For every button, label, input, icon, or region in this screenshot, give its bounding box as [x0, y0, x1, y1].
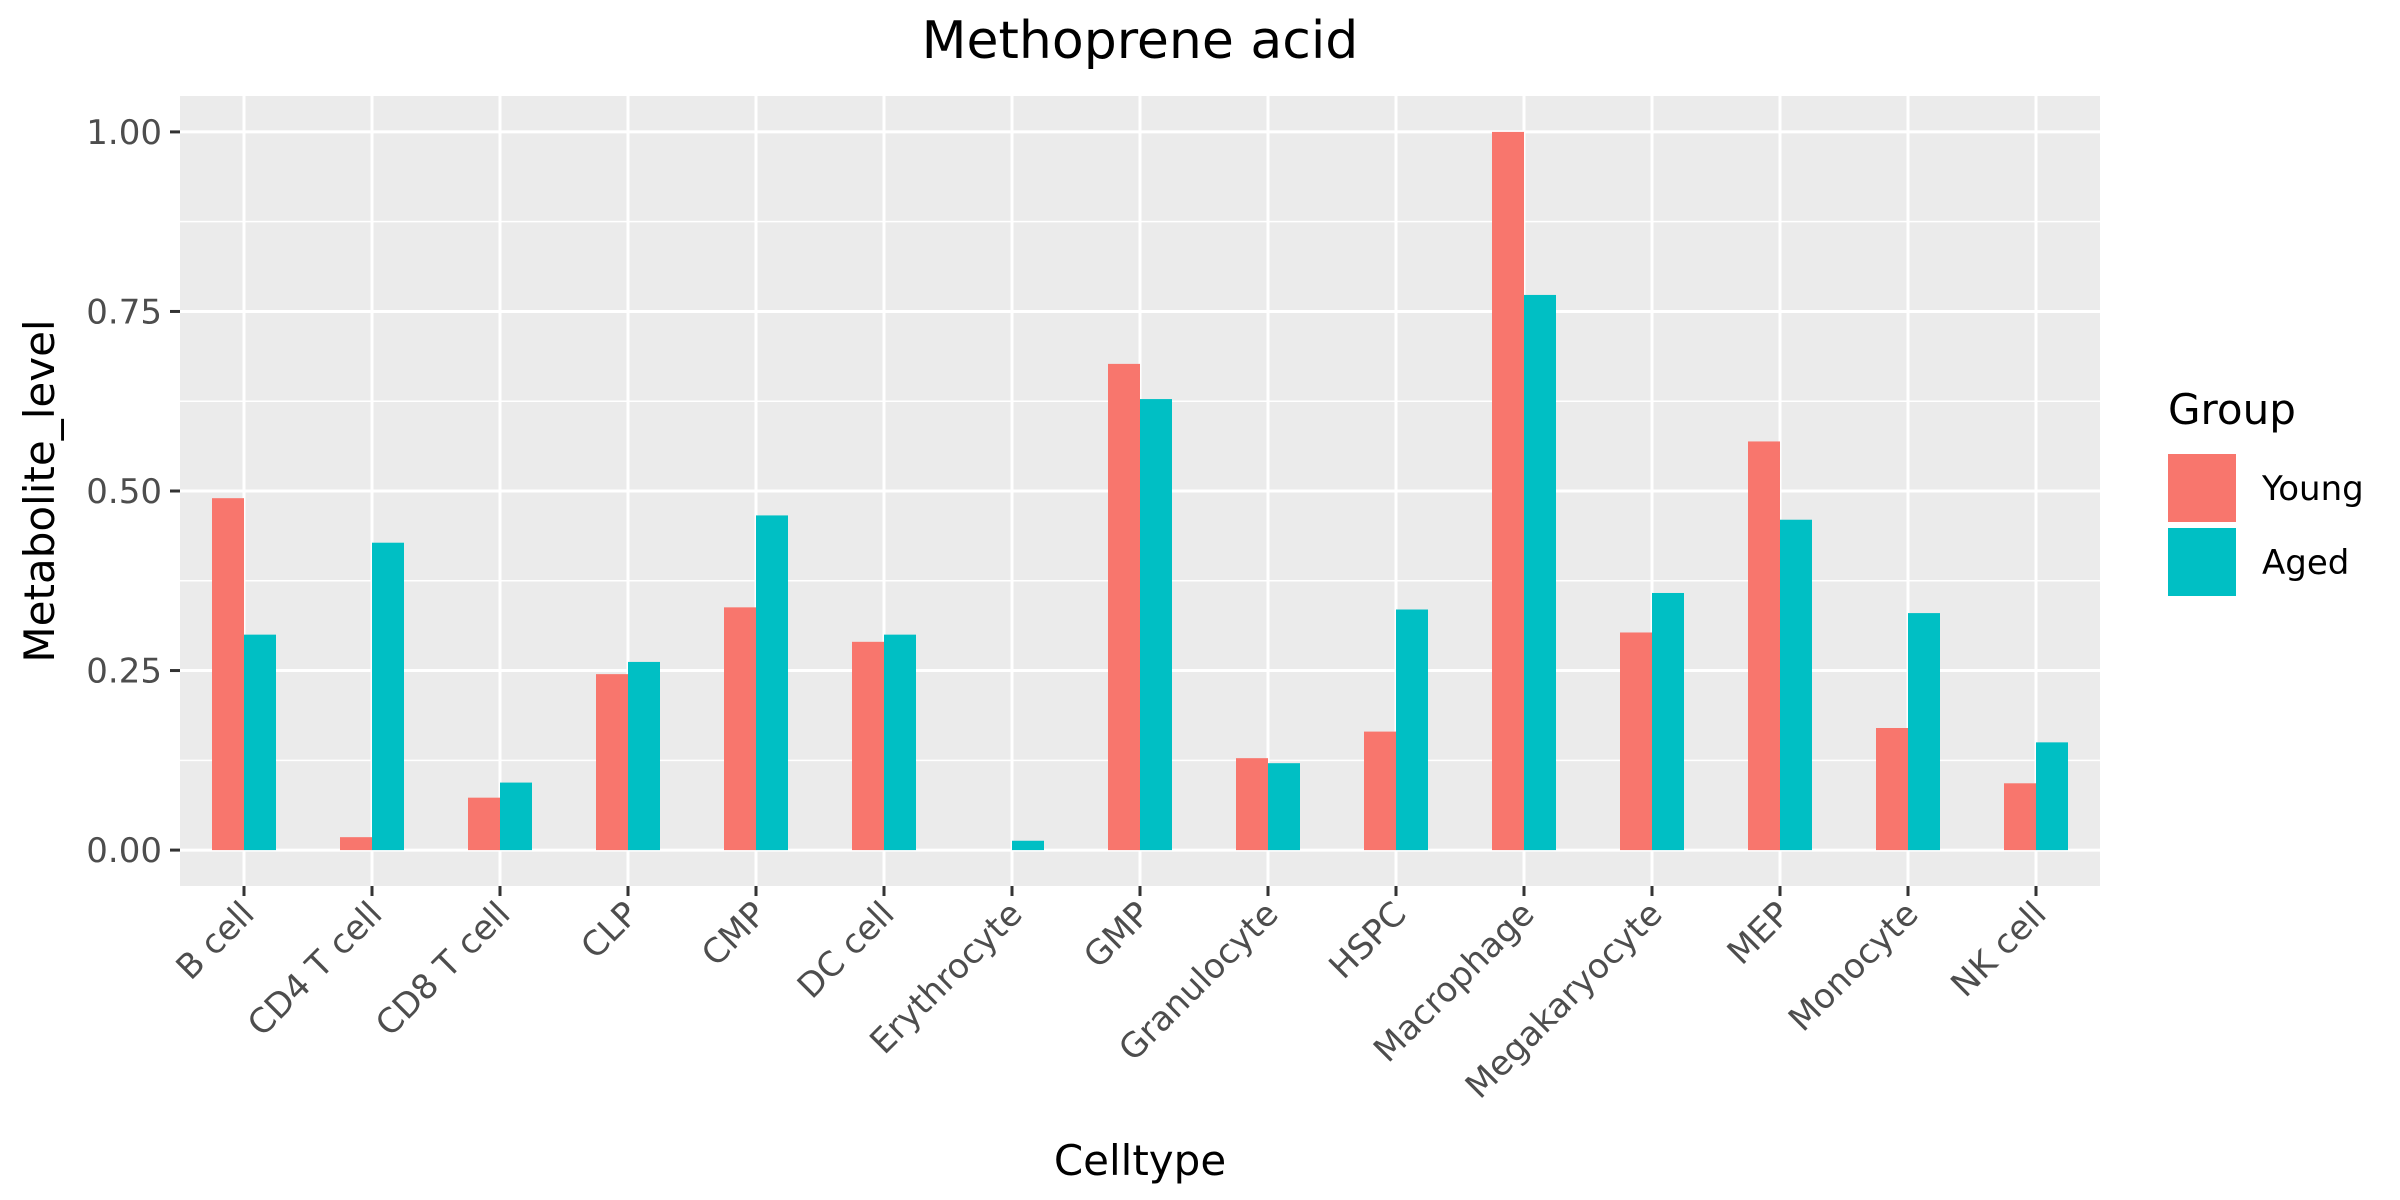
bar-aged	[1908, 613, 1940, 851]
bar-aged	[500, 782, 532, 851]
y-tick-label: 0.25	[86, 652, 162, 692]
legend-title: Group	[2168, 385, 2296, 434]
bar-young	[1108, 363, 1140, 851]
legend: Group Young Aged	[2168, 385, 2364, 596]
y-tick-label: 0.00	[86, 831, 162, 871]
bar-aged	[372, 542, 404, 851]
bar-aged	[628, 661, 660, 851]
x-tick-label: CLP	[573, 894, 646, 967]
x-tick-label: DC cell	[790, 894, 903, 1007]
y-tick-label: 1.00	[86, 113, 162, 153]
bar-aged	[1652, 592, 1684, 851]
bar-aged	[1012, 840, 1044, 851]
chart-title: Methoprene acid	[922, 11, 1359, 71]
x-tick-label: GMP	[1076, 894, 1158, 976]
x-tick-label: MEP	[1720, 894, 1799, 973]
y-tick-label: 0.75	[86, 292, 162, 332]
x-tick-label: CMP	[694, 894, 774, 974]
x-tick-label: CD4 T cell	[240, 894, 390, 1044]
x-tick-label: Monocyte	[1781, 894, 1926, 1039]
bar-aged	[1524, 294, 1556, 851]
x-tick-label: CD8 T cell	[368, 894, 518, 1044]
bar-young	[724, 607, 756, 851]
legend-label-aged: Aged	[2262, 543, 2349, 583]
bar-young	[468, 797, 500, 851]
legend-key-aged	[2168, 528, 2236, 596]
bar-young	[1364, 731, 1396, 851]
x-axis-title: Celltype	[1054, 1136, 1226, 1185]
bar-young	[596, 674, 628, 851]
bar-aged	[244, 634, 276, 851]
bar-young	[1620, 632, 1652, 851]
legend-key-young	[2168, 454, 2236, 522]
bar-aged	[756, 515, 788, 851]
bar-young	[1876, 728, 1908, 851]
bar-young	[1492, 131, 1524, 851]
y-axis-title: Metabolite_level	[15, 319, 64, 662]
legend-label-young: Young	[2261, 469, 2364, 509]
x-tick-label: B cell	[169, 894, 263, 988]
bar-young	[1236, 758, 1268, 851]
y-axis: 0.00 0.25 0.50 0.75 1.00	[86, 113, 180, 871]
bar-aged	[2036, 742, 2068, 851]
bar-aged	[1140, 399, 1172, 851]
y-tick-label: 0.50	[86, 472, 162, 512]
bar-young	[212, 498, 244, 851]
bar-aged	[884, 634, 916, 851]
bar-aged	[1780, 519, 1812, 851]
bar-aged	[1396, 609, 1428, 851]
bar-young	[340, 837, 372, 851]
bar-aged	[1268, 763, 1300, 851]
x-tick-label: NK cell	[1943, 894, 2054, 1005]
x-tick-label: HSPC	[1321, 894, 1414, 987]
bar-young	[1748, 441, 1780, 851]
bar-young	[852, 641, 884, 851]
bar-young	[2004, 783, 2036, 851]
bars	[212, 131, 2068, 851]
